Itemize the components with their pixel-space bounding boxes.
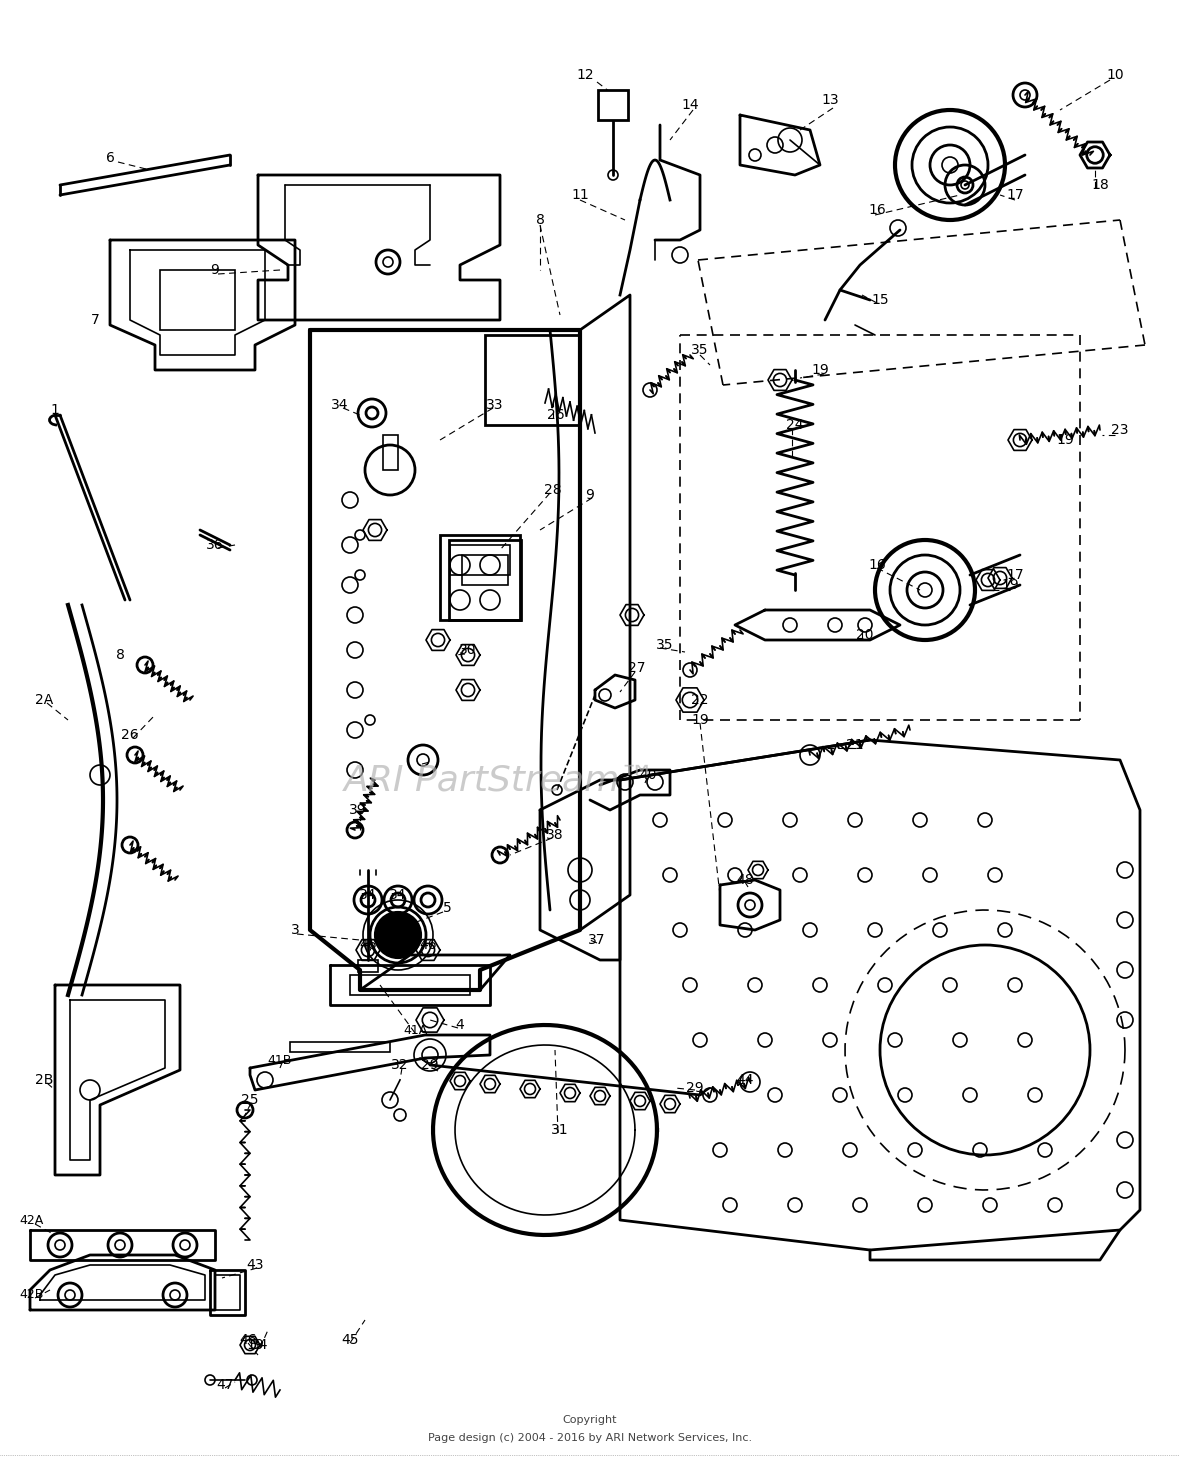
Text: 33: 33 [486, 398, 504, 412]
Text: 48: 48 [736, 873, 754, 888]
Text: 9: 9 [210, 263, 219, 277]
Text: 12: 12 [576, 67, 594, 82]
Text: 13: 13 [821, 92, 839, 107]
Text: 46: 46 [359, 937, 376, 952]
Text: 47: 47 [216, 1378, 234, 1392]
Text: Page design (c) 2004 - 2016 by ARI Network Services, Inc.: Page design (c) 2004 - 2016 by ARI Netwo… [428, 1433, 752, 1444]
Bar [290, 1042, 391, 1052]
Text: 19: 19 [811, 362, 828, 377]
Bar [450, 546, 510, 575]
Text: 14: 14 [681, 98, 699, 111]
Text: 34: 34 [359, 888, 376, 902]
Text: 35: 35 [656, 638, 674, 651]
Text: 31: 31 [551, 1124, 569, 1137]
Text: 44: 44 [736, 1072, 754, 1087]
Text: 6: 6 [105, 151, 114, 164]
Text: Copyright: Copyright [563, 1416, 617, 1424]
Text: 34: 34 [389, 888, 407, 902]
Text: 17: 17 [1007, 568, 1024, 582]
Text: 22: 22 [691, 692, 709, 707]
Text: 8: 8 [536, 213, 544, 227]
Text: 19: 19 [1056, 433, 1074, 447]
Text: 46: 46 [419, 937, 437, 952]
Text: 11: 11 [571, 188, 589, 202]
Bar [598, 89, 628, 120]
Text: 36: 36 [206, 538, 224, 552]
Text: 9: 9 [585, 489, 595, 502]
Text: 29: 29 [687, 1081, 703, 1094]
Text: 18: 18 [1092, 178, 1109, 192]
Bar [463, 555, 509, 585]
Text: 19: 19 [247, 1338, 264, 1353]
Text: 4: 4 [455, 1018, 465, 1031]
Text: ARI PartStream™: ARI PartStream™ [343, 763, 656, 797]
Bar [350, 976, 470, 995]
Text: 41B: 41B [268, 1053, 293, 1067]
Text: 16: 16 [868, 202, 886, 217]
Text: 45: 45 [341, 1334, 359, 1347]
Circle shape [376, 912, 420, 956]
Text: 10: 10 [1106, 67, 1123, 82]
Text: 3: 3 [290, 923, 300, 937]
Text: 15: 15 [871, 293, 889, 307]
Text: 35: 35 [691, 343, 709, 356]
Text: 32: 32 [392, 1058, 408, 1072]
Text: 1: 1 [51, 403, 59, 417]
Text: 29: 29 [421, 1058, 439, 1072]
Text: 38: 38 [546, 827, 564, 842]
Text: 23: 23 [1112, 422, 1129, 437]
Text: 39: 39 [349, 802, 367, 817]
Text: 37: 37 [589, 933, 605, 948]
Text: 21: 21 [846, 738, 864, 753]
Text: 34: 34 [251, 1338, 269, 1353]
Text: 43: 43 [247, 1259, 264, 1272]
Text: 25: 25 [241, 1093, 258, 1108]
Text: 24: 24 [786, 418, 804, 431]
Bar [440, 535, 520, 621]
Text: 41A: 41A [402, 1024, 427, 1037]
Text: 19: 19 [1001, 578, 1018, 593]
Text: 40: 40 [640, 769, 657, 782]
Text: 20: 20 [857, 628, 873, 643]
Text: 34: 34 [332, 398, 349, 412]
Text: 46: 46 [240, 1334, 257, 1347]
Bar [384, 436, 398, 469]
Text: 28: 28 [544, 483, 562, 497]
Text: 5: 5 [442, 901, 452, 915]
Text: 16: 16 [868, 557, 886, 572]
Bar [358, 959, 378, 973]
Text: 8: 8 [116, 648, 124, 662]
Text: 2A: 2A [35, 692, 53, 707]
Text: 7: 7 [91, 312, 99, 327]
Text: 27: 27 [628, 662, 645, 675]
Bar [450, 540, 522, 621]
Text: 26: 26 [122, 728, 139, 742]
Text: 2B: 2B [35, 1072, 53, 1087]
Bar [485, 334, 581, 425]
Text: 17: 17 [1007, 188, 1024, 202]
Text: 19: 19 [691, 713, 709, 728]
Bar [160, 270, 235, 330]
Text: 42B: 42B [20, 1288, 44, 1301]
Text: 26: 26 [548, 408, 565, 422]
Text: 42A: 42A [20, 1213, 44, 1226]
Text: 30: 30 [459, 643, 477, 657]
